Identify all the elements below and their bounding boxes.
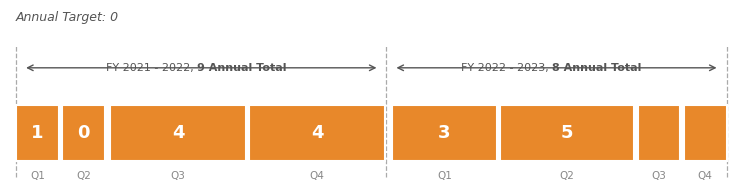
FancyBboxPatch shape xyxy=(684,105,727,161)
Text: 5: 5 xyxy=(561,124,574,142)
Text: FY 2022 - 2023,: FY 2022 - 2023, xyxy=(461,63,552,73)
FancyBboxPatch shape xyxy=(16,105,59,161)
Text: Q4: Q4 xyxy=(309,171,324,181)
Text: 0: 0 xyxy=(78,124,90,142)
Text: Q3: Q3 xyxy=(171,171,186,181)
Text: Annual Target: 0: Annual Target: 0 xyxy=(16,11,119,24)
FancyBboxPatch shape xyxy=(110,105,246,161)
Text: Q2: Q2 xyxy=(76,171,91,181)
Text: Q4: Q4 xyxy=(698,171,713,181)
Text: 4: 4 xyxy=(172,124,184,142)
FancyBboxPatch shape xyxy=(249,105,385,161)
Text: FY 2021 - 2022,: FY 2021 - 2022, xyxy=(106,63,197,73)
FancyBboxPatch shape xyxy=(638,105,680,161)
FancyBboxPatch shape xyxy=(500,105,634,161)
Text: 9 Annual Total: 9 Annual Total xyxy=(197,63,286,73)
Text: 8 Annual Total: 8 Annual Total xyxy=(552,63,642,73)
FancyBboxPatch shape xyxy=(391,105,497,161)
Text: Q3: Q3 xyxy=(651,171,666,181)
Text: Q1: Q1 xyxy=(437,171,452,181)
Text: 1: 1 xyxy=(31,124,44,142)
FancyBboxPatch shape xyxy=(62,105,105,161)
Text: 3: 3 xyxy=(438,124,451,142)
Text: Q1: Q1 xyxy=(30,171,45,181)
Text: 4: 4 xyxy=(311,124,323,142)
Text: Q2: Q2 xyxy=(559,171,575,181)
